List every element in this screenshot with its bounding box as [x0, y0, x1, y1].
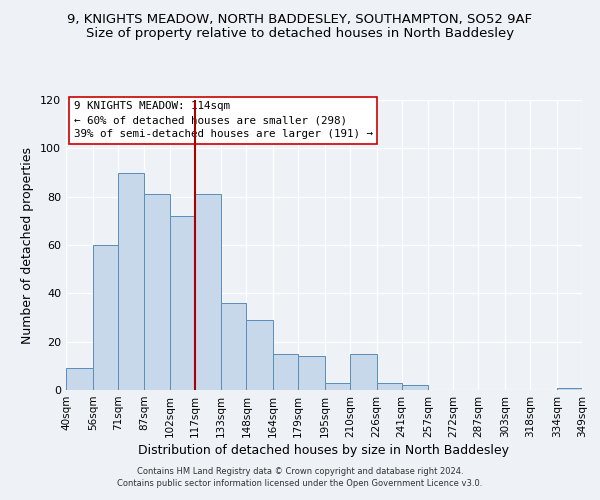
Y-axis label: Number of detached properties: Number of detached properties — [22, 146, 34, 344]
Bar — [325, 383, 350, 390]
Bar — [247, 320, 273, 390]
Bar — [298, 356, 325, 390]
Text: Contains HM Land Registry data © Crown copyright and database right 2024.
Contai: Contains HM Land Registry data © Crown c… — [118, 466, 482, 487]
Bar — [377, 383, 401, 390]
Text: Size of property relative to detached houses in North Baddesley: Size of property relative to detached ho… — [86, 28, 514, 40]
Bar — [66, 368, 93, 390]
Bar — [273, 354, 298, 390]
X-axis label: Distribution of detached houses by size in North Baddesley: Distribution of detached houses by size … — [139, 444, 509, 457]
Bar — [145, 194, 170, 390]
Bar — [170, 216, 194, 390]
Bar — [118, 172, 145, 390]
Text: 9 KNIGHTS MEADOW: 114sqm
← 60% of detached houses are smaller (298)
39% of semi-: 9 KNIGHTS MEADOW: 114sqm ← 60% of detach… — [74, 102, 373, 140]
Bar — [350, 354, 377, 390]
Text: 9, KNIGHTS MEADOW, NORTH BADDESLEY, SOUTHAMPTON, SO52 9AF: 9, KNIGHTS MEADOW, NORTH BADDESLEY, SOUT… — [67, 12, 533, 26]
Bar — [221, 303, 247, 390]
Bar — [401, 385, 428, 390]
Bar — [93, 245, 118, 390]
Bar — [557, 388, 582, 390]
Bar — [194, 194, 221, 390]
